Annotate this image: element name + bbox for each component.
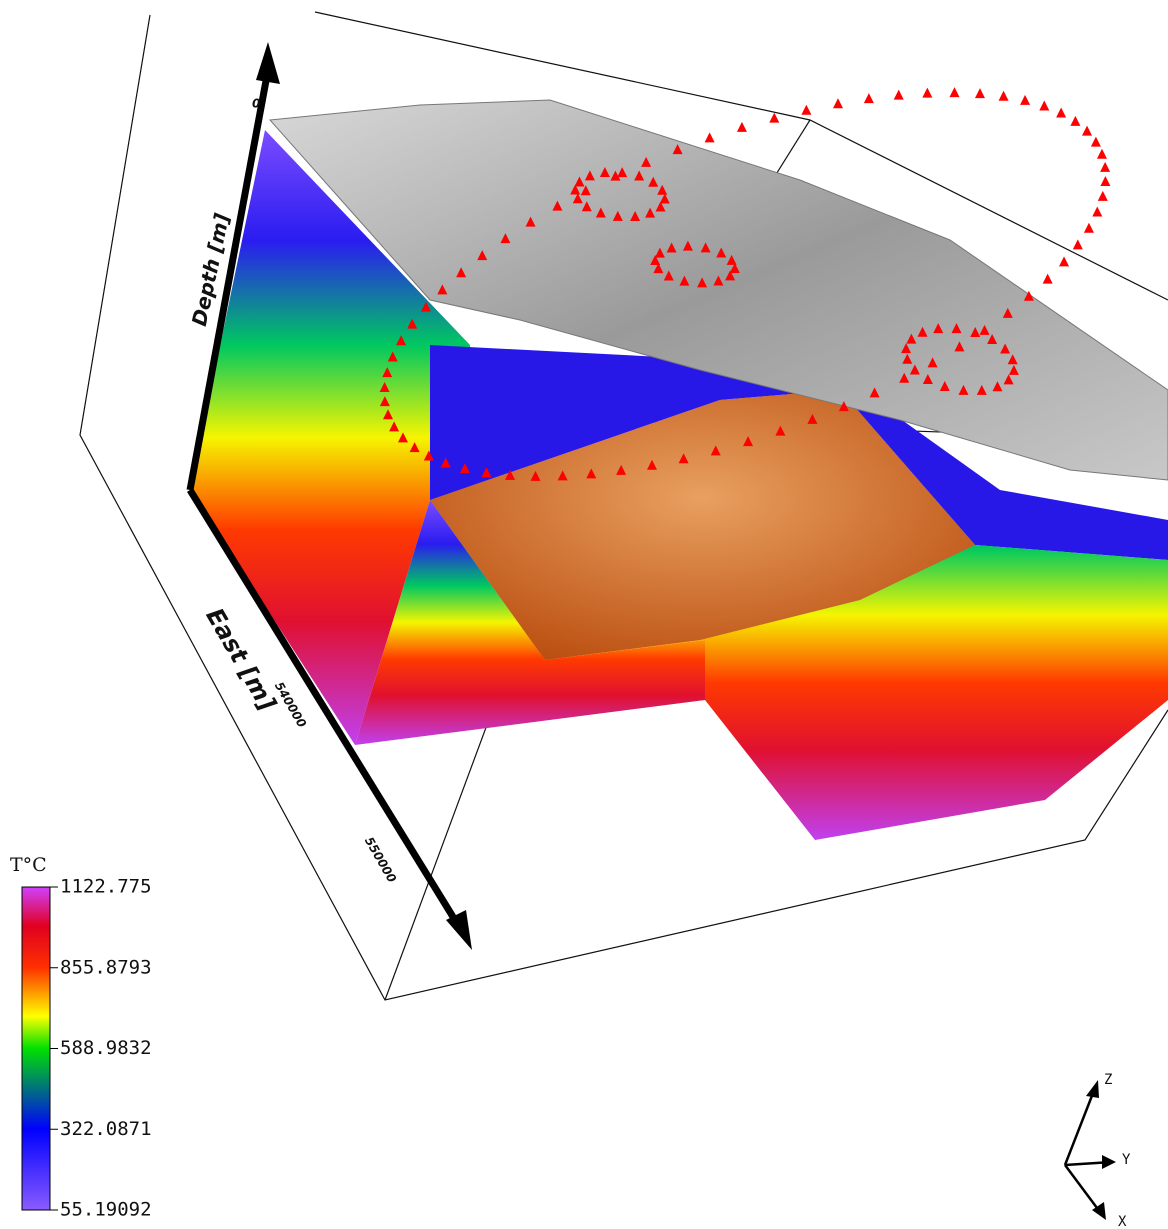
station-marker <box>737 122 747 132</box>
colorbar-label: 1122.775 <box>60 876 152 898</box>
orientation-triad <box>1065 1080 1116 1220</box>
station-marker <box>864 93 874 103</box>
depth-tick-label: 0 <box>252 97 260 111</box>
depth-axis-label: Depth [m] <box>187 211 234 328</box>
station-marker <box>1100 162 1110 172</box>
station-marker <box>1059 256 1069 266</box>
station-marker <box>894 90 904 100</box>
station-marker <box>1039 100 1049 110</box>
station-marker <box>999 91 1009 101</box>
station-marker <box>975 88 985 98</box>
station-marker <box>922 88 932 98</box>
station-marker <box>1043 274 1053 284</box>
colorbar-label: 855.8793 <box>60 956 152 978</box>
colorbar-label: 55.19092 <box>60 1199 152 1221</box>
station-marker <box>1100 176 1110 186</box>
station-marker <box>769 113 779 123</box>
colorbar-title: T°C <box>10 854 47 876</box>
station-marker <box>1098 191 1108 201</box>
station-marker <box>1092 207 1102 217</box>
station-marker <box>1073 239 1083 249</box>
station-marker <box>801 105 811 115</box>
station-marker <box>705 132 715 142</box>
triad-x: X <box>1118 1214 1127 1229</box>
triad-y: Y <box>1122 1152 1131 1168</box>
station-marker <box>833 98 843 108</box>
station-marker <box>1082 126 1092 136</box>
colorbar <box>22 887 50 1210</box>
colorbar-labels: 1122.775 855.8793 588.9832 322.0871 55.19092 <box>50 876 152 1221</box>
east-tick-label: 550000 <box>362 835 399 885</box>
station-marker <box>950 87 960 97</box>
colorbar-label: 588.9832 <box>60 1037 152 1059</box>
station-marker <box>1097 149 1107 159</box>
triad-z: Z <box>1104 1072 1112 1088</box>
colorbar-label: 322.0871 <box>60 1118 152 1140</box>
station-marker <box>1020 95 1030 105</box>
station-marker <box>1070 116 1080 126</box>
station-marker <box>1056 107 1066 117</box>
scene-view: 0 Depth [m] East [m] 540000 550000 T°C 1… <box>0 0 1168 1229</box>
station-marker <box>1091 137 1101 147</box>
east-tick-label: 540000 <box>272 680 309 730</box>
station-marker <box>1084 223 1094 233</box>
